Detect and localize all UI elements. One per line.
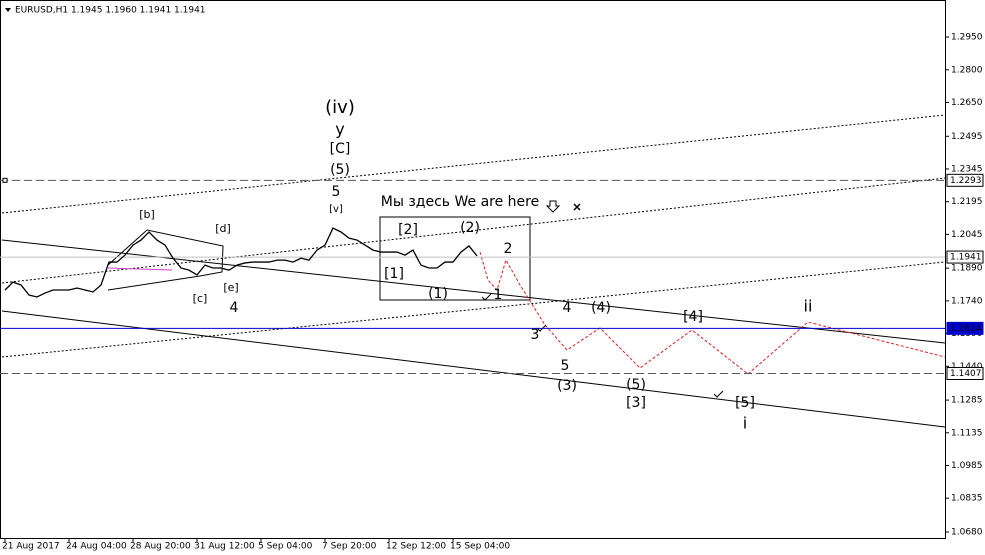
wave-label: ii — [804, 297, 813, 316]
wave-label: 1 — [494, 287, 503, 303]
wave-label: (5) — [626, 377, 646, 393]
x-tick-label: 5 Sep 04:00 — [258, 542, 313, 552]
level-label-box — [946, 250, 984, 264]
level-anchor — [2, 177, 8, 183]
wave-label: [4] — [683, 309, 703, 325]
level-label-box — [946, 173, 984, 187]
check-icon — [481, 293, 492, 301]
x-tick-label: 28 Aug 20:00 — [130, 542, 191, 552]
wave-label: y — [335, 120, 344, 139]
wave-label: (5) — [330, 162, 350, 178]
wave-label: 4 — [230, 300, 239, 316]
y-tick-label: 1.1740 — [951, 296, 983, 306]
wave-label: [c] — [193, 292, 208, 305]
x-tick-label: 21 Aug 2017 — [2, 542, 60, 552]
y-tick-label: 1.0985 — [951, 461, 983, 471]
y-tick-label: 1.2195 — [951, 197, 983, 207]
x-tick-label: 7 Sep 20:00 — [322, 542, 377, 552]
trend-line — [1, 261, 946, 358]
cross-icon — [573, 203, 581, 211]
arrow-icon — [545, 200, 561, 213]
wave-label: Мы здесь We are here — [381, 194, 539, 210]
wave-label: (4) — [591, 300, 611, 316]
x-tick-label: 12 Sep 12:00 — [386, 542, 446, 552]
y-tick-label: 1.2495 — [951, 132, 983, 142]
level-label-box — [946, 366, 984, 380]
wave-label: 2 — [504, 241, 513, 257]
wave-label: 5 — [332, 184, 341, 200]
y-tick-label: 1.2950 — [951, 33, 983, 43]
wave-label: (3) — [557, 378, 577, 394]
y-tick-label: 1.2345 — [951, 164, 983, 174]
y-tick-label: 1.1890 — [951, 264, 983, 274]
wave-label: (2) — [460, 220, 480, 236]
triangle-pattern — [107, 229, 224, 291]
wave-label: 3 — [531, 327, 540, 343]
wave-label: [3] — [626, 395, 646, 411]
chart-title: EURUSD,H1 1.1945 1.1960 1.1941 1.1941 — [15, 6, 206, 16]
level-label: 1.1941 — [950, 253, 982, 263]
forecast-path — [479, 251, 946, 375]
y-tick-label: 1.0835 — [951, 494, 983, 504]
wave-label: [5] — [735, 395, 755, 411]
wave-label: (iv) — [325, 97, 355, 118]
wave-label: i — [743, 414, 747, 433]
marker-line — [107, 267, 173, 271]
y-tick-label: 1.1440 — [951, 362, 983, 372]
level-label: 1.1614 — [950, 324, 982, 334]
menu-triangle — [5, 8, 11, 12]
level-label: 1.1407 — [950, 369, 982, 379]
wave-label: [d] — [215, 222, 231, 235]
plot-frame — [0, 0, 946, 539]
check-icon — [536, 324, 547, 332]
wave-label: (1) — [428, 286, 448, 302]
wave-label: [C] — [330, 141, 351, 157]
y-tick-label: 1.1285 — [951, 396, 983, 406]
wave-label: [e] — [223, 281, 238, 294]
price-line — [4, 227, 478, 298]
level-label-box — [946, 321, 984, 335]
wave-label: [2] — [398, 222, 418, 238]
here-box — [379, 216, 531, 301]
x-tick-label: 24 Aug 04:00 — [66, 542, 127, 552]
wave-label: 5 — [561, 358, 570, 374]
y-tick-label: 1.2800 — [951, 65, 983, 75]
y-tick-label: 1.2045 — [951, 230, 983, 240]
wave-label: [b] — [139, 208, 155, 221]
y-tick-label: 1.1135 — [951, 428, 983, 438]
wave-label: [v] — [329, 204, 343, 215]
level-label: 1.2293 — [950, 176, 982, 186]
trend-line — [1, 310, 946, 428]
x-tick-label: 15 Sep 04:00 — [450, 542, 510, 552]
check-icon — [713, 390, 724, 398]
y-tick-label: 1.2650 — [951, 98, 983, 108]
wave-label: 4 — [563, 300, 572, 316]
x-tick-label: 31 Aug 12:00 — [194, 542, 255, 552]
y-tick-label: 1.0680 — [951, 528, 983, 538]
wave-label: [1] — [384, 266, 404, 282]
